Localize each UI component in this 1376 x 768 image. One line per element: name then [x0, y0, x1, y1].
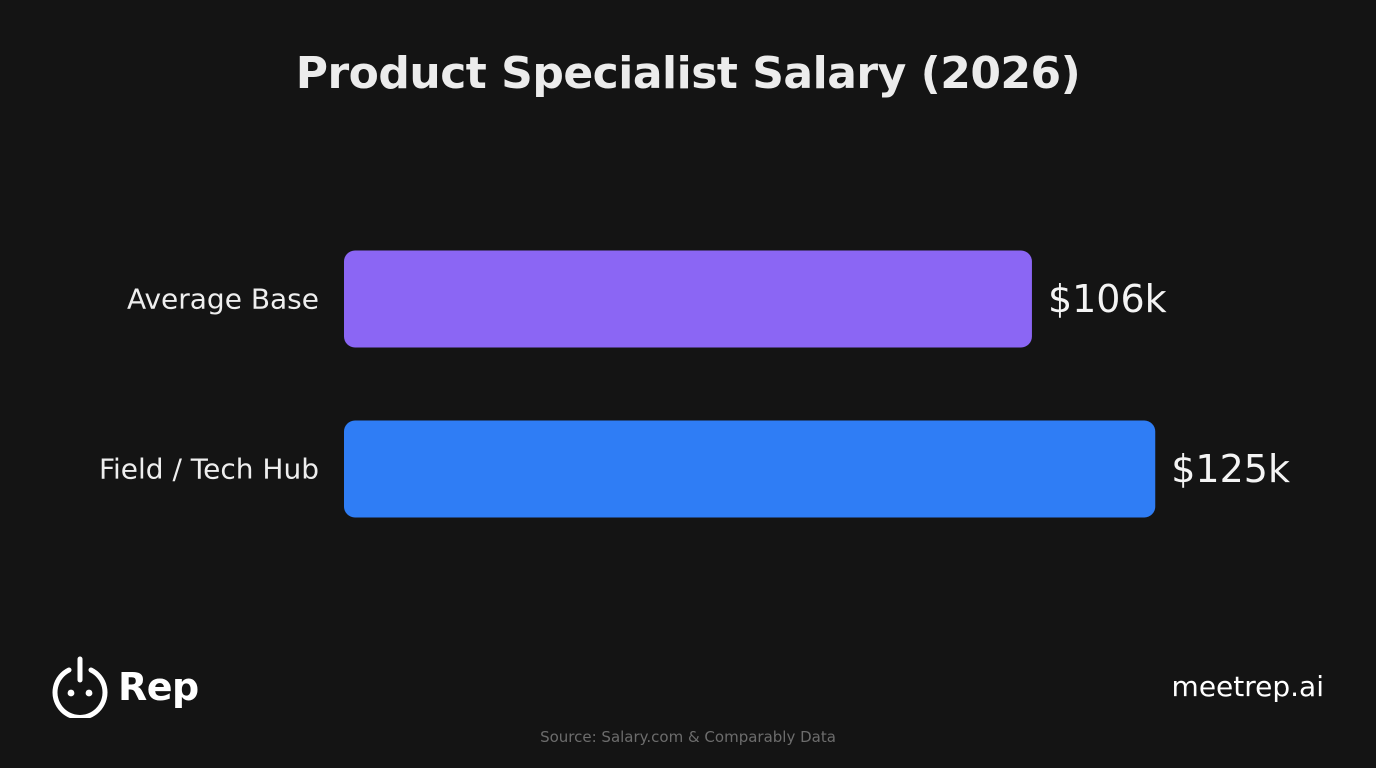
- value-label-1: $125k: [1171, 447, 1290, 491]
- category-label-0: Average Base: [127, 283, 319, 316]
- logo-text: Rep: [118, 665, 199, 709]
- source-note: Source: Salary.com & Comparably Data: [540, 728, 836, 746]
- bar-1: [344, 420, 1156, 518]
- category-label-1: Field / Tech Hub: [99, 453, 319, 486]
- site-url: meetrep.ai: [1171, 670, 1324, 703]
- power-face-icon: [52, 656, 108, 718]
- value-label-0: $106k: [1048, 277, 1167, 321]
- rep-logo: Rep: [52, 656, 199, 718]
- bar-0: [344, 250, 1032, 348]
- chart-title: Product Specialist Salary (2026): [295, 48, 1081, 99]
